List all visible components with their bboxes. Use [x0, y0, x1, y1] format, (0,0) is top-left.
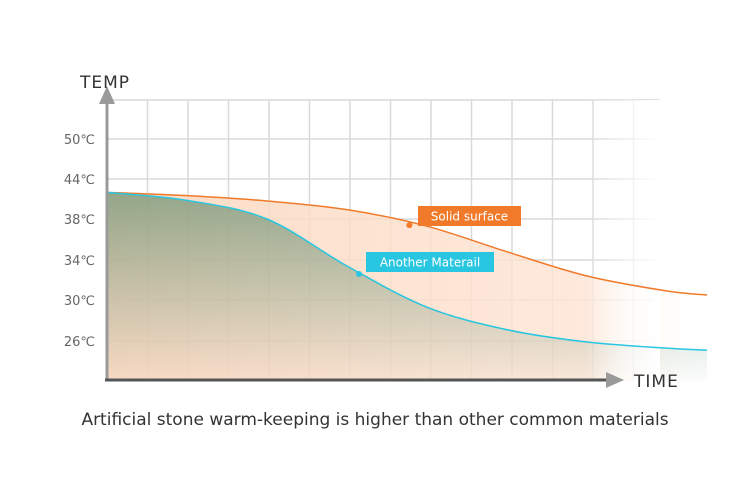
axes	[99, 86, 624, 388]
y-tick-label: 38℃	[64, 213, 95, 228]
another-material-label-box	[366, 252, 494, 272]
y-tick-label: 26℃	[64, 335, 95, 350]
y-tick-label: 34℃	[64, 254, 95, 269]
y-tick-labels: 50℃ 44℃ 38℃ 34℃ 30℃ 26℃	[64, 133, 95, 350]
y-axis-arrow-icon	[99, 86, 115, 104]
series-lines	[106, 191, 708, 351]
y-axis-title: TEMP	[79, 73, 130, 93]
another-material-area	[107, 192, 707, 381]
x-axis-arrow-icon	[606, 372, 624, 388]
solid-surface-marker	[406, 222, 413, 229]
y-tick-label: 44℃	[64, 173, 95, 188]
solid-surface-line	[106, 191, 708, 296]
another-material-line	[106, 191, 708, 351]
another-material-label: Another Materail	[380, 256, 480, 270]
series-areas	[107, 192, 707, 381]
fade-overlay	[585, 100, 660, 381]
y-tick-label: 30℃	[64, 294, 95, 309]
series-labels: Solid surface Another Materail	[356, 206, 521, 277]
solid-surface-label-box	[418, 206, 521, 226]
chart-caption: Artificial stone warm-keeping is higher …	[81, 410, 669, 430]
y-tick-label: 50℃	[64, 133, 95, 148]
another-material-marker	[356, 271, 362, 277]
x-axis-title: TIME	[633, 372, 679, 392]
solid-surface-label: Solid surface	[431, 210, 508, 224]
